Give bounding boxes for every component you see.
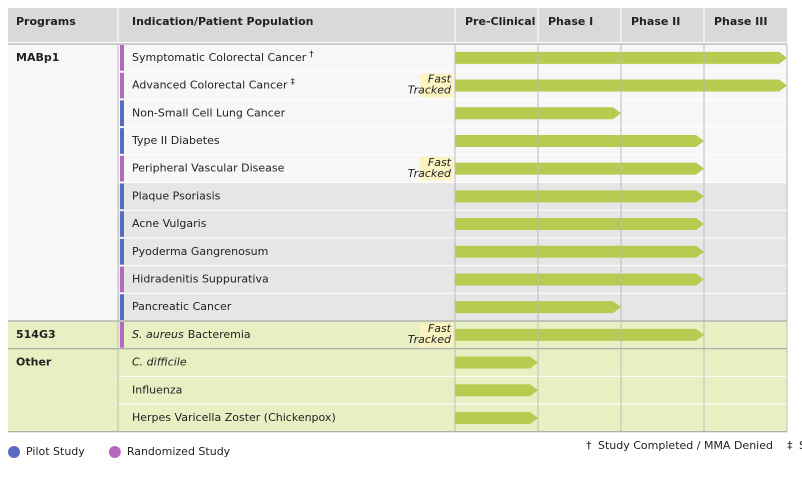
header-phase: Phase III — [714, 15, 767, 28]
study-marker — [120, 128, 124, 154]
fast-track-label: Fast — [428, 73, 452, 86]
study-marker — [120, 266, 124, 293]
indication: C. difficile — [132, 356, 187, 369]
progress-bar — [455, 328, 704, 341]
indication: Peripheral Vascular Disease — [132, 162, 285, 175]
fast-track-label: Fast — [428, 322, 452, 335]
indication-part: Bacteremia — [188, 328, 251, 341]
progress-bar — [455, 245, 704, 258]
indication: Non-Small Cell Lung Cancer — [132, 106, 286, 119]
indication-part: Herpes Varicella Zoster (Chickenpox) — [132, 411, 336, 424]
row-bg — [118, 99, 787, 128]
progress-bar — [455, 190, 704, 203]
indication-part: C. difficile — [132, 356, 187, 369]
indication-part: Peripheral Vascular Disease — [132, 162, 285, 175]
footnote-mark: ‡ — [290, 77, 295, 87]
footnote-text: Study Discontinued — [799, 439, 802, 452]
indication-part: Advanced Colorectal Cancer — [132, 79, 288, 92]
fast-track-box — [420, 73, 453, 98]
legend-label: Randomized Study — [127, 445, 231, 458]
indication: Type II Diabetes — [131, 134, 220, 147]
study-marker — [120, 155, 124, 182]
study-marker — [120, 238, 124, 265]
indication-part: Symptomatic Colorectal Cancer — [132, 51, 307, 64]
indication: Acne Vulgaris — [132, 217, 207, 230]
footnote-text: Study Completed / MMA Denied — [598, 439, 773, 452]
study-marker — [120, 322, 124, 348]
row-bg — [118, 348, 787, 377]
indication-part: Plaque Psoriasis — [132, 189, 221, 202]
indication: Pancreatic Cancer — [132, 300, 232, 313]
indication: Plaque Psoriasis — [132, 189, 221, 202]
legend-label: Pilot Study — [26, 445, 85, 458]
header-phase: Phase II — [631, 15, 680, 28]
program-label: 514G3 — [16, 328, 56, 341]
header-phase: Phase I — [548, 15, 593, 28]
fast-track-box — [420, 323, 453, 347]
header-phase: Pre-Clinical — [465, 15, 535, 28]
legend-dot — [8, 446, 20, 458]
header-programs: Programs — [16, 15, 76, 28]
indication-part: Hidradenitis Suppurativa — [132, 272, 269, 285]
header-indication: Indication/Patient Population — [132, 15, 313, 28]
footnote-symbol: † — [586, 439, 592, 452]
indication: Advanced Colorectal Cancer ‡ — [132, 77, 295, 92]
fast-track-label: Fast — [428, 156, 452, 169]
fast-track-label: Tracked — [408, 84, 452, 97]
indication-part: Pyoderma Gangrenosum — [132, 245, 268, 258]
indication: Herpes Varicella Zoster (Chickenpox) — [132, 411, 336, 424]
progress-bar — [455, 356, 538, 369]
row-bg — [118, 376, 787, 405]
progress-bar — [455, 273, 704, 286]
program-label: MABp1 — [16, 51, 59, 64]
header-bg — [8, 8, 787, 42]
row-bg — [118, 293, 787, 321]
fast-track-label: Tracked — [408, 333, 452, 346]
fast-track-box — [420, 156, 453, 181]
progress-bar — [455, 218, 704, 231]
indication-part: Influenza — [132, 383, 182, 396]
program-cell — [8, 44, 118, 321]
footnote-mark: † — [309, 49, 314, 59]
indication: Hidradenitis Suppurativa — [132, 272, 269, 285]
indication-part: S. aureus — [132, 328, 184, 341]
indication-part: Non-Small Cell Lung Cancer — [132, 106, 286, 119]
progress-bar — [455, 384, 538, 397]
study-marker — [120, 72, 124, 99]
indication: Influenza — [132, 383, 182, 396]
study-marker — [120, 45, 124, 71]
fast-track-label: Tracked — [408, 167, 452, 180]
legend-dot — [108, 446, 121, 458]
study-marker — [120, 183, 124, 210]
program-cell — [8, 348, 118, 432]
indication: S. aureus Bacteremia — [132, 328, 251, 341]
row-bg — [118, 404, 787, 432]
footnote-symbol: ‡ — [787, 439, 793, 452]
progress-bar — [455, 134, 704, 147]
program-cell — [8, 321, 118, 349]
indication-part: Pancreatic Cancer — [132, 300, 232, 313]
indication-part: Acne Vulgaris — [132, 217, 207, 230]
progress-bar — [455, 162, 704, 175]
indication-part: Type II Diabetes — [131, 134, 220, 147]
indication: Symptomatic Colorectal Cancer † — [132, 49, 314, 64]
indication: Pyoderma Gangrenosum — [132, 245, 268, 258]
study-marker — [120, 100, 124, 127]
progress-bar — [455, 411, 538, 424]
program-label: Other — [16, 356, 52, 369]
study-marker — [120, 211, 124, 237]
study-marker — [120, 294, 124, 320]
